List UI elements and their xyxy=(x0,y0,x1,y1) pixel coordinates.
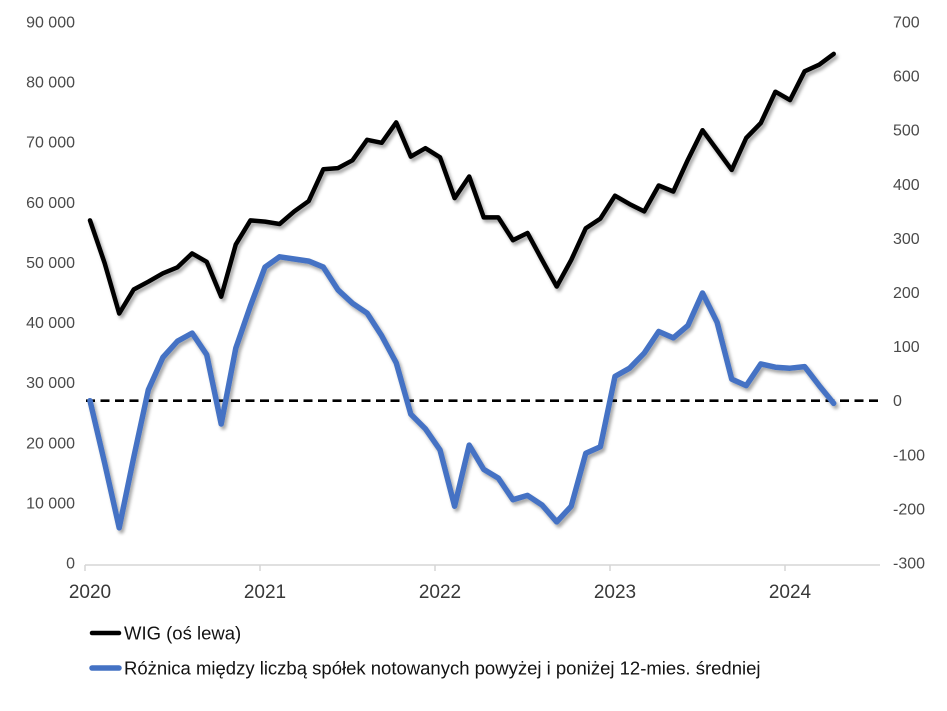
right-axis-tick-label: 0 xyxy=(893,393,902,410)
series-layer xyxy=(87,51,837,531)
axis-labels-layer: 90 000 80 000 70 000 60 000 50 000 40 000 30 0… xyxy=(26,15,925,604)
left-axis-tick-label: 90 000 xyxy=(26,15,75,32)
left-axis-tick-label: 0 xyxy=(66,556,75,573)
x-axis-tick-label: 2024 xyxy=(769,582,812,603)
breadth-line-series xyxy=(87,254,837,531)
breadth-legend-label: Różnica między liczbą spółek notowanych … xyxy=(124,658,761,679)
left-axis-tick-label: 30 000 xyxy=(26,375,75,392)
right-axis-tick-label: -200 xyxy=(893,501,925,518)
right-axis-tick-label: 500 xyxy=(893,123,920,140)
right-axis-tick-label: -300 xyxy=(893,556,925,573)
x-axis-tick-label: 2021 xyxy=(244,582,286,603)
right-axis-tick-label: 300 xyxy=(893,231,920,248)
right-axis-tick-label: 400 xyxy=(893,177,920,194)
left-axis-tick-label: 50 000 xyxy=(26,255,75,272)
left-axis-tick-label: 20 000 xyxy=(26,435,75,452)
right-axis-tick-label: 200 xyxy=(893,285,920,302)
left-axis-tick-label: 10 000 xyxy=(26,495,75,512)
wig-line-series xyxy=(87,51,836,316)
right-axis-tick-label: 700 xyxy=(893,15,920,32)
axes-layer xyxy=(84,399,880,571)
wig-legend-label: WIG (oś lewa) xyxy=(124,623,241,644)
x-axis-tick-label: 2020 xyxy=(69,582,111,603)
left-axis-tick-label: 70 000 xyxy=(26,135,75,152)
x-axis-tick-label: 2022 xyxy=(419,582,461,603)
right-axis-tick-label: -100 xyxy=(893,447,925,464)
left-axis-tick-label: 40 000 xyxy=(26,315,75,332)
left-axis-tick-label: 60 000 xyxy=(26,195,75,212)
legend: WIG (oś lewa) Różnica między liczbą spół… xyxy=(89,623,761,679)
right-axis-tick-label: 100 xyxy=(893,339,920,356)
left-axis-tick-label: 80 000 xyxy=(26,75,75,92)
x-axis-tick-label: 2023 xyxy=(594,582,636,603)
right-axis-tick-label: 600 xyxy=(893,69,920,86)
